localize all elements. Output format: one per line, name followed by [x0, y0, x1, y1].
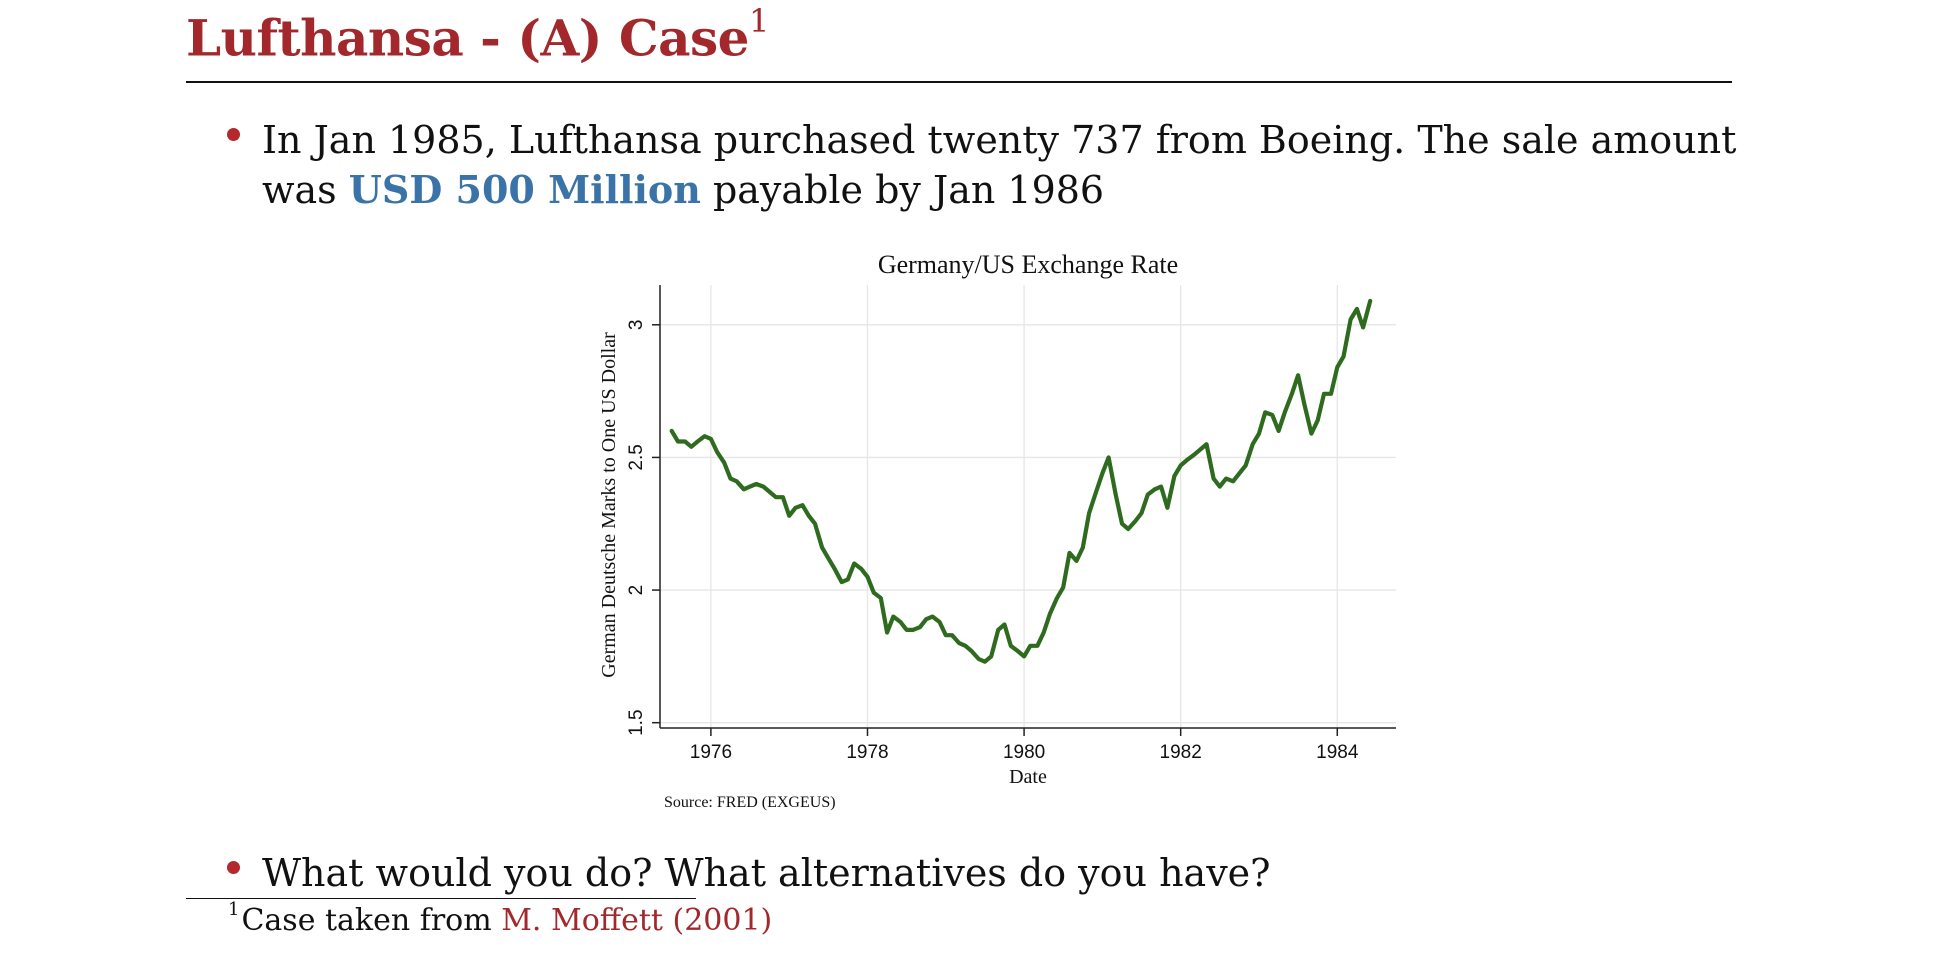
slide-title: Lufthansa - (A) Case1 [186, 2, 769, 68]
bullet-marker-1 [227, 128, 240, 141]
exchange-rate-chart: Germany/US Exchange Rate 1.522.53 1976 19… [598, 250, 1396, 811]
title-footnote-mark: 1 [749, 2, 769, 40]
footnote-mark: 1 [228, 899, 240, 920]
y-tick-label-0: 1.5 [626, 709, 647, 735]
y-axis-label: German Deutsche Marks to One US Dollar [598, 332, 620, 678]
slide-title-text: Lufthansa - (A) Case [186, 8, 750, 68]
x-tick-label-0: 1976 [690, 742, 732, 763]
bullet-text-1-prefix: was [262, 168, 349, 212]
bullet-text-2: What would you do? What alternatives do … [262, 851, 1271, 895]
y-tick-label-3: 3 [626, 320, 647, 331]
x-axis-label: Date [1009, 766, 1047, 788]
footnote-rule [186, 898, 696, 899]
bullet-text-1-line1: In Jan 1985, Lufthansa purchased twenty … [262, 118, 1737, 162]
y-tick-label-2: 2.5 [626, 444, 647, 470]
footnote-reference-link[interactable]: M. Moffett (2001) [501, 903, 773, 938]
chart-axes [659, 285, 1396, 729]
bullet-text-1-line2: was USD 500 Million payable by Jan 1986 [262, 165, 1104, 215]
x-tick-label-3: 1982 [1160, 742, 1202, 763]
footnote-text: Case taken from [241, 903, 502, 938]
series-line [669, 298, 1373, 664]
chart-source-note: Source: FRED (EXGEUS) [664, 794, 836, 811]
y-axis-ticks: 1.5 2 2.5 3 [626, 320, 660, 736]
footnote: 1Case taken from M. Moffett (2001) [228, 899, 773, 938]
x-tick-label-1: 1978 [846, 742, 888, 763]
sale-amount-highlight: USD 500 Million [348, 167, 701, 212]
title-rule [186, 81, 1732, 83]
bullet-marker-2 [227, 861, 240, 874]
chart-title: Germany/US Exchange Rate [878, 250, 1178, 279]
y-tick-label-1: 2 [626, 585, 647, 596]
x-tick-label-4: 1984 [1316, 742, 1359, 763]
chart-grid [660, 285, 1396, 728]
bullet-text-1-suffix: payable by Jan 1986 [700, 168, 1105, 212]
x-tick-label-2: 1980 [1003, 742, 1045, 763]
x-axis-ticks: 1976 1978 1980 1982 1984 [690, 728, 1359, 763]
